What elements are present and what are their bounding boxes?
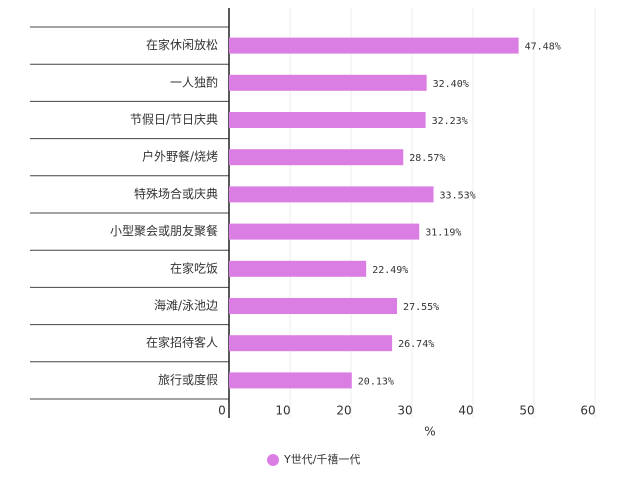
y-tick-label: 在家招待客人: [146, 335, 218, 350]
value-label: 33.53%: [440, 190, 476, 201]
y-tick-label: 海滩/泳池边: [154, 298, 218, 313]
y-tick-label: 在家吃饭: [170, 260, 218, 275]
bar: [229, 372, 352, 389]
x-tick-label: 60: [580, 404, 595, 418]
x-tick-label: 30: [397, 404, 412, 418]
value-label: 20.13%: [358, 376, 394, 387]
x-tick-label: 0: [218, 404, 226, 418]
value-label: 32.40%: [433, 79, 469, 90]
legend-marker: [267, 454, 279, 466]
value-label: 22.49%: [372, 265, 408, 276]
value-label: 26.74%: [398, 339, 434, 350]
x-tick-label: 10: [275, 404, 290, 418]
x-tick-label: 50: [519, 404, 534, 418]
bar: [229, 223, 420, 240]
x-tick-label: 40: [458, 404, 473, 418]
bar: [229, 335, 393, 352]
y-tick-label: 一人独酌: [170, 75, 218, 89]
bar: [229, 112, 426, 128]
bar: [229, 298, 398, 314]
legend-label: Y世代/千禧一代: [283, 453, 360, 466]
y-tick-label: 在家休闲放松: [146, 37, 218, 52]
y-tick-label: 节假日/节日庆典: [130, 113, 218, 127]
value-label: 27.55%: [403, 302, 439, 313]
value-label: 28.57%: [409, 153, 445, 164]
bar: [229, 186, 434, 203]
bar: [229, 149, 404, 166]
bar: [229, 74, 427, 91]
y-tick-label: 特殊场合或庆典: [134, 186, 218, 201]
bar: [229, 37, 519, 54]
x-axis-label: %: [424, 425, 435, 439]
value-label: 31.19%: [425, 228, 461, 239]
y-tick-label: 小型聚会或朋友聚餐: [110, 223, 218, 238]
x-tick-label: 20: [336, 404, 351, 418]
y-tick-label: 旅行或度假: [158, 372, 218, 387]
value-label: 47.48%: [525, 42, 561, 53]
value-label: 32.23%: [432, 116, 468, 127]
bar: [229, 260, 367, 277]
y-tick-label: 户外野餐/烧烤: [142, 149, 218, 164]
